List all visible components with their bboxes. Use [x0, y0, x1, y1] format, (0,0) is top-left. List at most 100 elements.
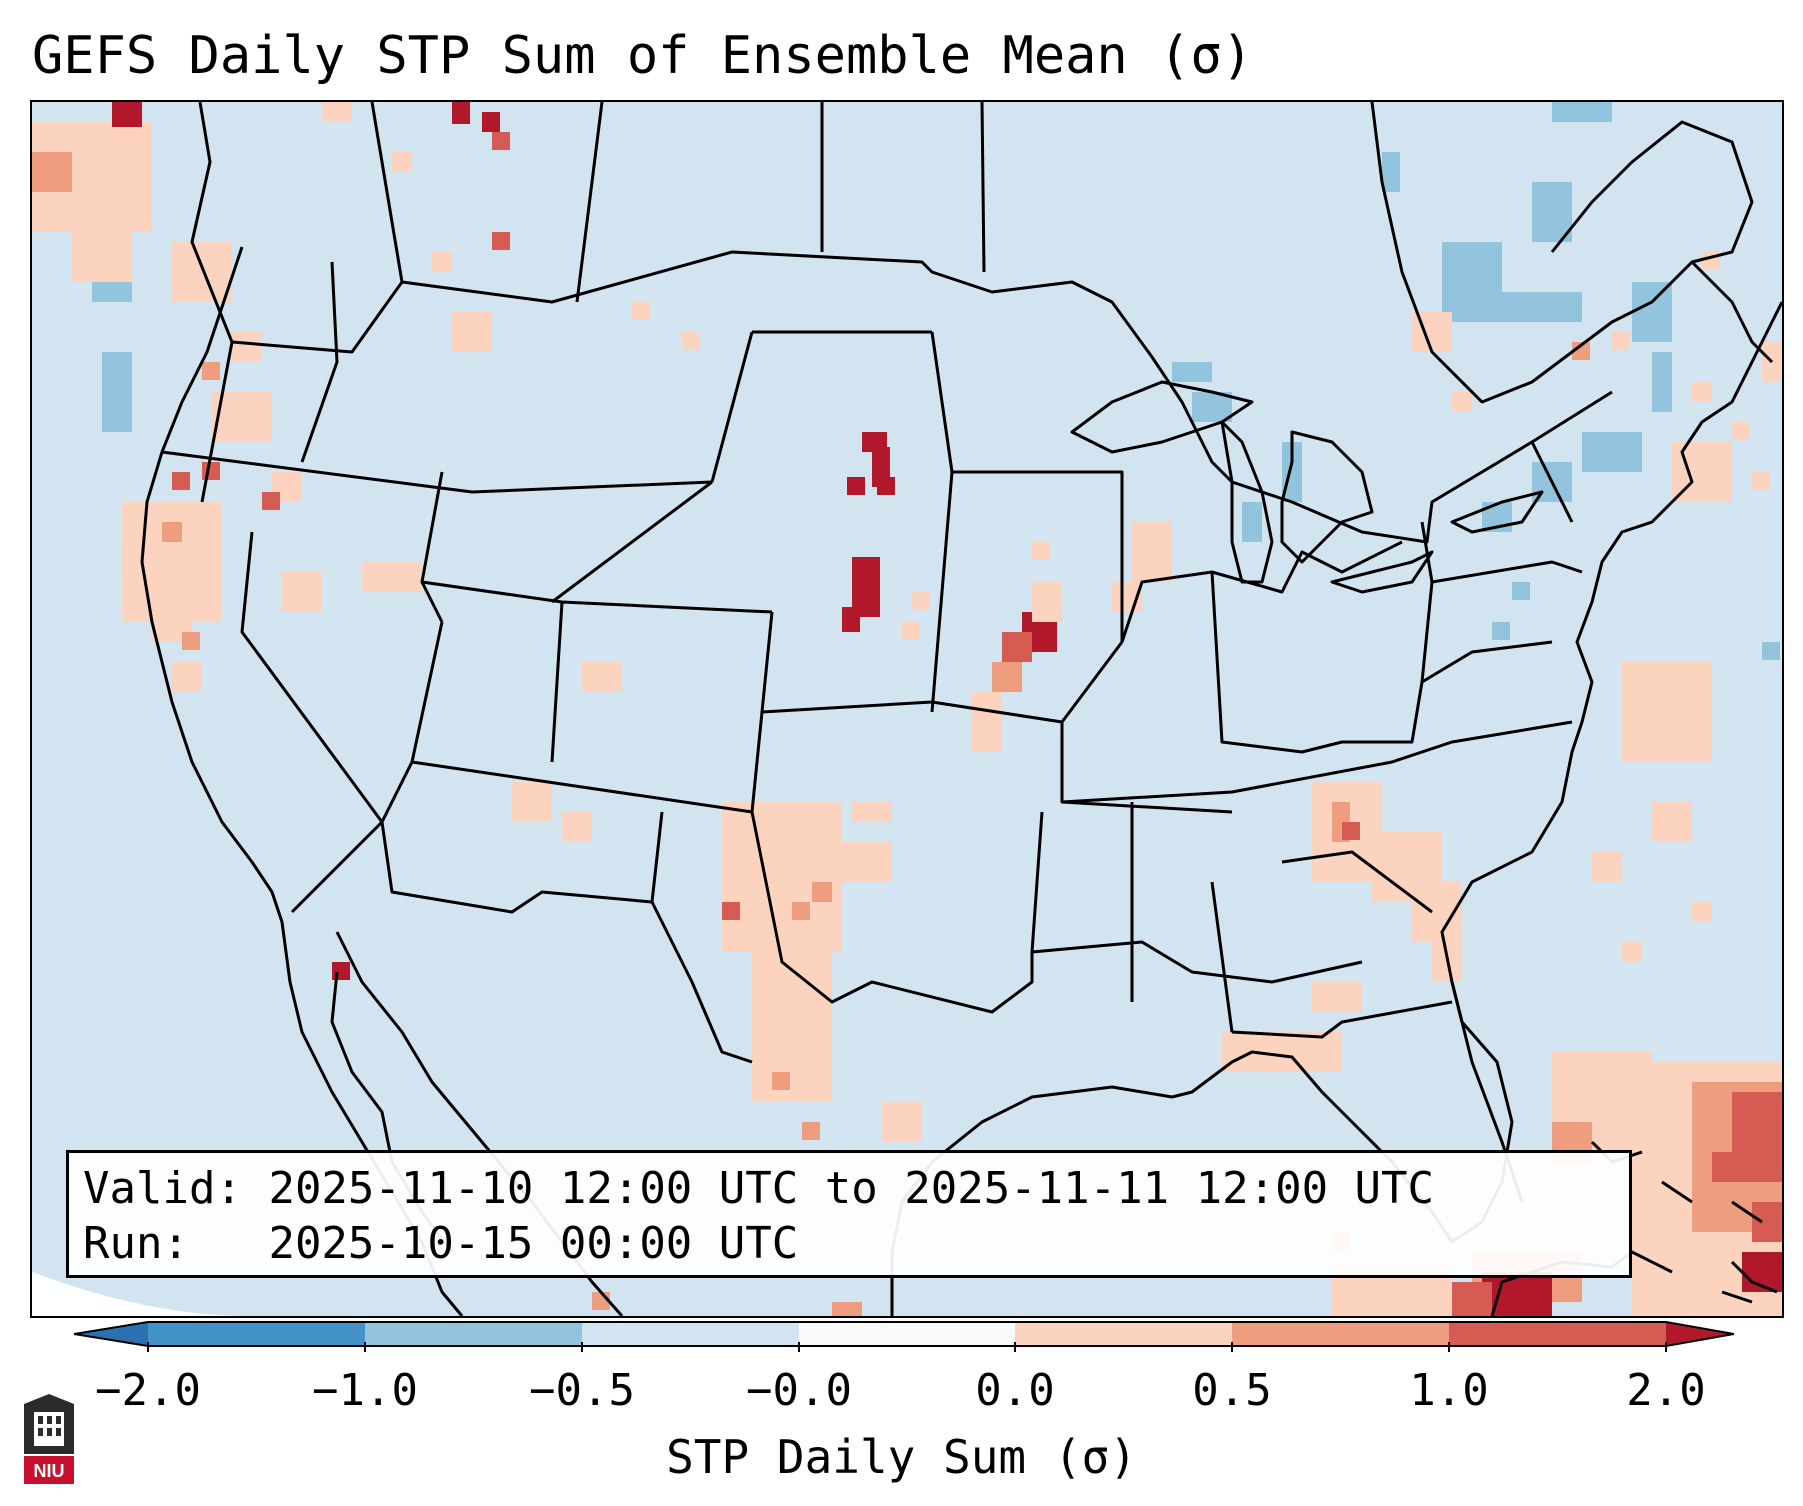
colorbar-segment	[1449, 1322, 1666, 1346]
colorbar-tick-mark	[1231, 1342, 1233, 1352]
anomaly-cell	[1692, 382, 1712, 402]
anomaly-cell	[322, 102, 352, 122]
anomaly-cell	[452, 312, 492, 352]
anomaly-cell	[1592, 852, 1622, 882]
anomaly-cell	[902, 622, 920, 640]
anomaly-cell	[262, 492, 280, 510]
anomaly-cell	[452, 102, 470, 124]
anomaly-cell	[1242, 502, 1262, 542]
anomaly-cell	[1762, 642, 1780, 660]
anomaly-cell	[752, 952, 832, 1102]
colorbar-tick-label: 2.0	[1626, 1365, 1706, 1416]
anomaly-cell	[172, 472, 190, 490]
anomaly-cell	[852, 802, 892, 822]
anomaly-cell	[1002, 632, 1032, 662]
anomaly-cell	[492, 132, 510, 150]
us-canada-border	[190, 102, 1613, 544]
niu-logo: NIU	[24, 1394, 74, 1484]
anomaly-cell	[1612, 332, 1630, 350]
anomaly-cell	[972, 692, 1002, 752]
anomaly-cell	[362, 562, 422, 592]
us-west-coast	[140, 246, 284, 923]
anomaly-cell	[992, 662, 1022, 692]
colorbar-tick-label: −1.0	[312, 1365, 418, 1416]
anomaly-cell	[1032, 542, 1050, 560]
anomaly-cell	[832, 842, 892, 882]
anomaly-cell	[1312, 982, 1362, 1012]
anomaly-cell	[1502, 292, 1582, 322]
us-east-coast	[1440, 301, 1782, 983]
colorbar-tick-label: 0.0	[975, 1365, 1055, 1416]
anomaly-cell	[162, 522, 182, 542]
anomaly-cell	[232, 332, 262, 362]
anomaly-cell	[772, 1072, 790, 1090]
anomaly-cell	[562, 812, 592, 842]
colorbar-tick-label: −2.0	[95, 1365, 201, 1416]
anomaly-cell	[172, 662, 202, 692]
anomaly-cell	[682, 332, 700, 350]
colorbar-tick-mark	[1665, 1342, 1667, 1352]
colorbar-tick-mark	[1448, 1342, 1450, 1352]
anomaly-cell	[877, 477, 895, 495]
anomaly-cell	[1752, 472, 1770, 490]
anomaly-cell	[512, 782, 552, 822]
anomaly-cell	[332, 962, 350, 980]
anomaly-cell	[832, 1302, 862, 1316]
anomaly-cell	[172, 242, 232, 302]
valid-value: 2025-11-10 12:00 UTC to 2025-11-11 12:00…	[268, 1163, 1435, 1214]
anomaly-cell	[1752, 1202, 1782, 1242]
anomaly-cell	[1492, 622, 1510, 640]
colorbar-tick-label: 0.5	[1192, 1365, 1272, 1416]
colorbar-tick-mark	[147, 1342, 149, 1352]
anomaly-cell	[1172, 362, 1212, 382]
anomaly-cell	[1132, 522, 1172, 582]
anomaly-cell	[182, 632, 200, 650]
colorbar-tick-label: 1.0	[1409, 1365, 1489, 1416]
anomaly-cell	[1622, 662, 1712, 762]
colorbar-segment	[799, 1322, 1015, 1346]
anomaly-cell	[1342, 822, 1360, 840]
boundaries	[140, 102, 1782, 1316]
anomaly-cell	[202, 362, 220, 380]
anomaly-cell	[842, 607, 860, 632]
anomaly-cell	[1632, 282, 1672, 342]
state-lines	[161, 261, 1583, 1064]
map-canvas	[32, 102, 1782, 1316]
colorbar-segment	[1015, 1322, 1232, 1346]
projection-edge	[32, 1272, 252, 1316]
colorbar-segment	[148, 1322, 365, 1346]
anomaly-cell	[1622, 942, 1642, 962]
map-panel	[30, 100, 1784, 1318]
colorbar-segment	[582, 1322, 799, 1346]
anomaly-cell	[432, 252, 452, 272]
anomaly-cell	[392, 152, 412, 172]
colorbar-tick-label: −0.5	[529, 1365, 635, 1416]
run-value: 2025-10-15 00:00 UTC	[268, 1218, 799, 1269]
anomaly-cell	[1652, 802, 1692, 842]
anomaly-cell	[1732, 422, 1750, 440]
colorbar-label: STP Daily Sum (σ)	[666, 1430, 1137, 1484]
anomaly-cell	[102, 352, 132, 432]
anomaly-cell	[802, 1122, 820, 1140]
anomaly-cell	[632, 302, 650, 320]
great-lakes	[1070, 380, 1544, 594]
colorbar-segment	[365, 1322, 582, 1346]
colorbar-tick-mark	[1014, 1342, 1016, 1352]
anomaly-cell	[912, 592, 930, 610]
stp-anomaly-cells	[32, 102, 1782, 1316]
anomaly-cell	[72, 202, 132, 282]
logo-text: NIU	[34, 1461, 65, 1481]
anomaly-cell	[1382, 152, 1400, 192]
info-box: Valid: 2025-11-10 12:00 UTC to 2025-11-1…	[66, 1150, 1632, 1278]
anomaly-cell	[1532, 182, 1572, 242]
colorbar-segment	[1232, 1322, 1449, 1346]
anomaly-cell	[812, 882, 832, 902]
anomaly-cell	[92, 282, 132, 302]
colorbar-arrow-low	[74, 1322, 148, 1346]
anomaly-cell	[482, 112, 500, 132]
colorbar	[74, 1321, 1734, 1347]
anomaly-cell	[492, 232, 510, 250]
anomaly-cell	[847, 477, 865, 495]
anomaly-cell	[1572, 342, 1590, 360]
colorbar-tick-mark	[581, 1342, 583, 1352]
